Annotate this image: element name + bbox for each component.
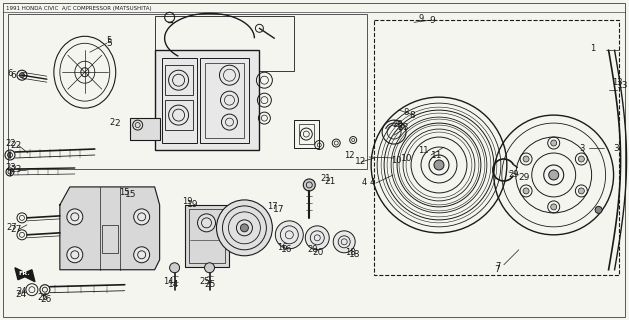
Circle shape [240, 224, 248, 232]
Text: 14: 14 [163, 277, 173, 286]
Circle shape [523, 188, 529, 194]
Text: 27: 27 [10, 225, 21, 234]
Circle shape [170, 263, 180, 273]
Text: 19: 19 [187, 200, 198, 209]
Text: 12: 12 [344, 150, 355, 159]
Bar [189, 209, 225, 263]
Text: 2: 2 [109, 117, 115, 127]
Circle shape [204, 263, 214, 273]
Bar [162, 58, 196, 143]
Bar [130, 118, 160, 140]
Text: 16: 16 [277, 243, 288, 252]
Text: 4: 4 [369, 179, 375, 188]
Text: 3: 3 [580, 144, 585, 153]
Circle shape [579, 188, 584, 194]
Text: 20: 20 [308, 245, 318, 254]
Text: 24: 24 [16, 287, 26, 296]
Text: 28: 28 [392, 120, 403, 129]
Text: 21: 21 [324, 178, 336, 187]
Text: 14: 14 [167, 280, 179, 289]
Text: 19: 19 [182, 197, 193, 206]
Bar [294, 120, 320, 148]
Text: 1: 1 [589, 44, 595, 53]
Circle shape [67, 209, 83, 225]
Circle shape [305, 226, 329, 250]
Bar [165, 65, 192, 95]
Text: 15: 15 [119, 188, 129, 197]
Text: 27: 27 [6, 223, 16, 232]
Polygon shape [60, 187, 160, 270]
Polygon shape [15, 268, 35, 282]
Text: 26: 26 [40, 295, 52, 304]
Circle shape [303, 179, 315, 191]
Text: 8: 8 [403, 108, 408, 116]
Text: 5: 5 [107, 36, 112, 45]
Text: 10: 10 [391, 156, 401, 164]
Text: 20: 20 [312, 248, 324, 257]
Text: 13: 13 [613, 78, 623, 87]
Text: 25: 25 [199, 277, 210, 286]
Circle shape [551, 140, 557, 146]
Text: 4: 4 [361, 179, 367, 188]
Circle shape [67, 247, 83, 263]
Text: 8: 8 [409, 111, 415, 120]
Text: 6: 6 [7, 69, 13, 78]
Bar [102, 225, 118, 253]
Text: 22: 22 [5, 139, 16, 148]
Text: 13: 13 [616, 81, 628, 90]
Text: 9: 9 [418, 14, 423, 23]
Bar [204, 63, 245, 138]
Bar [155, 16, 294, 71]
Text: 23: 23 [10, 165, 21, 174]
Circle shape [216, 200, 272, 256]
Bar [165, 100, 192, 130]
Circle shape [19, 73, 25, 78]
Bar [8, 14, 367, 169]
Text: 3: 3 [613, 144, 620, 153]
Text: 5: 5 [107, 39, 113, 48]
Text: 29: 29 [519, 173, 530, 182]
Circle shape [198, 214, 216, 232]
Text: 17: 17 [274, 205, 285, 214]
Bar [184, 205, 230, 267]
Circle shape [548, 170, 559, 180]
Text: 10: 10 [401, 154, 413, 163]
Text: 23: 23 [5, 164, 16, 172]
Text: 12: 12 [355, 157, 367, 166]
Text: 9: 9 [429, 16, 435, 25]
Circle shape [276, 221, 303, 249]
Text: 29: 29 [509, 171, 520, 180]
Text: 22: 22 [10, 140, 21, 149]
Text: 21: 21 [320, 174, 331, 183]
Text: 2: 2 [114, 119, 120, 128]
Text: 26: 26 [37, 293, 48, 302]
Text: 11: 11 [431, 150, 442, 159]
Circle shape [595, 206, 602, 213]
Circle shape [579, 156, 584, 162]
Circle shape [523, 156, 529, 162]
Text: 7: 7 [495, 262, 500, 271]
Text: FR.: FR. [18, 271, 30, 276]
Bar [199, 58, 250, 143]
Text: 18: 18 [345, 248, 356, 257]
Text: 17: 17 [267, 202, 278, 212]
Text: 7: 7 [494, 265, 499, 274]
Text: 25: 25 [204, 280, 216, 289]
Text: 18: 18 [349, 250, 360, 259]
Text: 16: 16 [281, 245, 293, 254]
Text: 11: 11 [418, 146, 428, 155]
Bar [155, 50, 259, 150]
Circle shape [551, 204, 557, 210]
Circle shape [134, 209, 150, 225]
Text: 28: 28 [397, 123, 408, 132]
Bar [299, 124, 314, 144]
Text: 15: 15 [125, 190, 136, 199]
Text: 1991 HONDA CIVIC  A/C COMPRESSOR (MATSUSHITA): 1991 HONDA CIVIC A/C COMPRESSOR (MATSUSH… [6, 6, 152, 11]
Text: 24: 24 [15, 290, 26, 299]
Circle shape [434, 160, 444, 170]
Circle shape [134, 247, 150, 263]
Circle shape [333, 231, 355, 253]
Text: 6: 6 [10, 71, 16, 80]
